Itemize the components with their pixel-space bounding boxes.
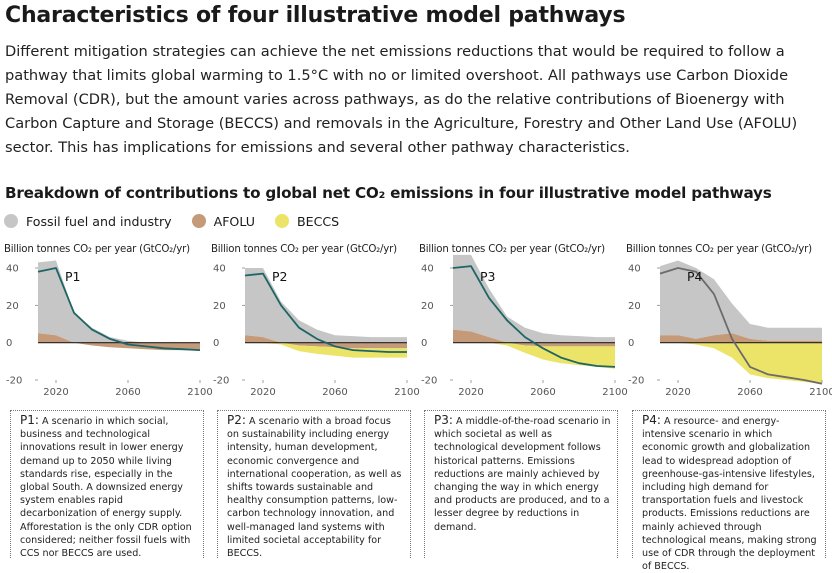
x-tick-label: 2100 xyxy=(394,387,419,398)
y-tick-label: -20 xyxy=(6,376,22,387)
description-text: A scenario with a broad focus on sustain… xyxy=(227,416,402,560)
description-lead: P2: xyxy=(227,413,246,427)
legend-item-afolu: AFOLU xyxy=(191,213,255,229)
area-afolu-positive xyxy=(38,333,200,343)
x-tick-label: 2060 xyxy=(115,387,140,398)
y-tick-label: 0 xyxy=(628,338,634,349)
net-emissions-line xyxy=(244,272,407,353)
y-tick-label: 40 xyxy=(628,264,641,275)
x-tick-label: 2020 xyxy=(458,387,483,398)
x-tick-label: 2060 xyxy=(530,387,555,398)
y-tick-label: 0 xyxy=(6,338,12,349)
description-text: A scenario in which social, business and… xyxy=(20,416,192,560)
y-tick-label: 40 xyxy=(6,264,19,275)
chart-p1: 40 20 0 -20 2020 2060 2100 P1 xyxy=(6,260,213,398)
description-text: A middle-of-the-road scenario in which s… xyxy=(434,416,611,533)
x-tick-label: 2060 xyxy=(737,387,762,398)
y-tick-label: 0 xyxy=(421,338,427,349)
y-tick-label: 40 xyxy=(213,264,226,275)
chart-p4: 40 20 0 -20 2020 2060 2100 P4 xyxy=(628,260,832,398)
y-tick-label: -20 xyxy=(628,376,644,387)
net-emissions-line xyxy=(452,265,616,368)
legend-swatch-beccs xyxy=(274,214,289,228)
panel-ylabel: Billion tonnes CO₂ per year (GtCO₂/yr) xyxy=(419,244,605,255)
y-tick-label: 20 xyxy=(213,301,226,312)
y-tick-label: 20 xyxy=(628,301,641,312)
y-tick-label: 20 xyxy=(6,301,19,312)
pathway-label: P4 xyxy=(687,269,703,284)
pathway-description-p3: P3: A middle-of-the-road scenario in whi… xyxy=(424,410,618,558)
chart-p3: 40 20 0 -20 2020 2060 2100 P3 xyxy=(421,254,628,398)
intro-paragraph: Different mitigation strategies can achi… xyxy=(5,43,798,156)
chart-panel-p3: Billion tonnes CO₂ per year (GtCO₂/yr) 4… xyxy=(419,244,628,408)
y-tick-label: 40 xyxy=(421,264,434,275)
x-tick-label: 2100 xyxy=(602,387,627,398)
chart-panel-p1: Billion tonnes CO₂ per year (GtCO₂/yr) 4… xyxy=(4,244,213,408)
chart-panel-p2: Billion tonnes CO₂ per year (GtCO₂/yr) 4… xyxy=(211,244,420,408)
panel-ylabel: Billion tonnes CO₂ per year (GtCO₂/yr) xyxy=(626,244,812,255)
area-afolu-positive xyxy=(660,333,822,343)
y-tick-label: 20 xyxy=(421,301,434,312)
description-lead: P1: xyxy=(20,413,39,427)
panel-ylabel: Billion tonnes CO₂ per year (GtCO₂/yr) xyxy=(4,244,190,255)
area-fossil-fuel-industry xyxy=(660,260,822,341)
net-emissions-line xyxy=(659,267,823,385)
area-fossil-fuel-industry xyxy=(245,268,407,343)
x-tick-label: 2100 xyxy=(187,387,212,398)
legend-label-afolu: AFOLU xyxy=(213,213,255,229)
area-afolu-negative xyxy=(453,342,615,347)
net-emissions-line xyxy=(37,267,201,351)
chart-p2: 40 20 0 -20 2020 2060 2100 P2 xyxy=(213,264,420,399)
x-tick-label: 2100 xyxy=(809,387,832,398)
legend-item-fossil: Fossil fuel and industry xyxy=(4,214,172,229)
area-afolu-positive xyxy=(245,335,407,343)
x-tick-label: 2020 xyxy=(665,387,690,398)
legend: Fossil fuel and industry AFOLU BECCS xyxy=(4,212,359,230)
area-afolu-positive xyxy=(453,329,615,343)
area-beccs xyxy=(245,342,407,358)
pathway-description-p1: P1: A scenario in which social, business… xyxy=(10,410,204,560)
description-lead: P4: xyxy=(642,413,661,427)
chart-panel-p4: Billion tonnes CO₂ per year (GtCO₂/yr) 4… xyxy=(626,244,832,408)
y-tick-label: -20 xyxy=(213,376,229,387)
page-title: Characteristics of four illustrative mod… xyxy=(5,3,626,28)
pathway-description-p2: P2: A scenario with a broad focus on sus… xyxy=(217,410,411,560)
y-tick-label: 0 xyxy=(213,338,219,349)
chart-section-title: Breakdown of contributions to global net… xyxy=(5,184,772,202)
area-beccs xyxy=(660,342,822,384)
legend-swatch-fossil xyxy=(4,214,18,228)
x-tick-label: 2020 xyxy=(43,387,68,398)
pathway-description-p4: P4: A resource- and energy-intensive sce… xyxy=(632,410,826,572)
x-tick-label: 2020 xyxy=(250,387,275,398)
y-tick-label: -20 xyxy=(421,376,437,387)
area-fossil-fuel-industry xyxy=(38,260,200,343)
pathway-label: P3 xyxy=(480,269,496,284)
legend-label-fossil: Fossil fuel and industry xyxy=(26,213,172,229)
legend-label-beccs: BECCS xyxy=(296,213,340,229)
pathway-label: P2 xyxy=(272,269,288,284)
description-lead: P3: xyxy=(434,413,453,427)
panel-ylabel: Billion tonnes CO₂ per year (GtCO₂/yr) xyxy=(211,244,397,255)
legend-swatch-afolu xyxy=(191,214,206,228)
pathway-label: P1 xyxy=(65,269,81,284)
x-tick-label: 2060 xyxy=(322,387,347,398)
area-afolu-negative xyxy=(245,342,407,349)
area-fossil-fuel-industry xyxy=(453,254,615,343)
legend-item-beccs: BECCS xyxy=(274,213,340,229)
description-text: A resource- and energy-intensive scenari… xyxy=(642,416,817,573)
